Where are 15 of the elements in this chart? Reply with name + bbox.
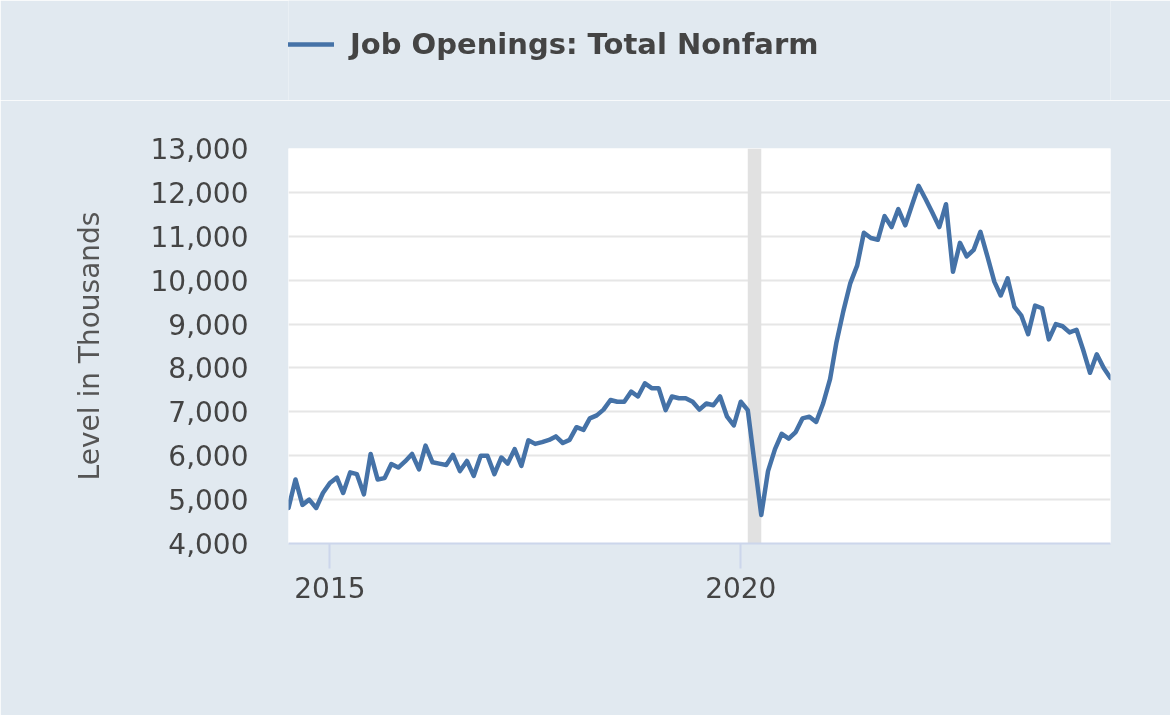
line-series bbox=[288, 183, 1111, 518]
y-tick-label: 11,000 bbox=[150, 220, 249, 254]
legend-label: Job Openings: Total Nonfarm bbox=[350, 27, 819, 61]
y-axis-title: Level in Thousands bbox=[72, 211, 106, 481]
y-tick-label: 7,000 bbox=[168, 396, 249, 430]
x-tick-label: 2020 bbox=[705, 571, 777, 605]
y-tick-label: 13,000 bbox=[150, 133, 249, 166]
y-tick-label: 6,000 bbox=[168, 440, 249, 474]
y-tick-label: 8,000 bbox=[168, 352, 249, 386]
y-tick-label: 4,000 bbox=[168, 528, 249, 561]
x-tick-label: 2015 bbox=[294, 571, 366, 605]
y-tick-label: 12,000 bbox=[150, 176, 249, 210]
y-tick-label: 9,000 bbox=[168, 308, 249, 342]
y-tick-label: 5,000 bbox=[168, 484, 249, 518]
y-tick-label: 10,000 bbox=[150, 264, 249, 298]
